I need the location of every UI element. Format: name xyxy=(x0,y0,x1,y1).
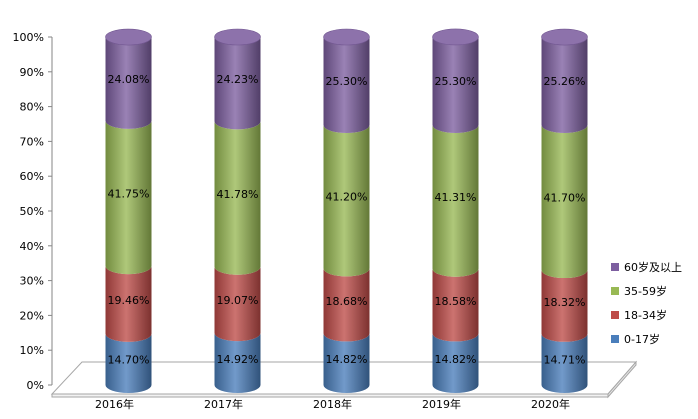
data-label: 14.71% xyxy=(544,353,586,366)
data-label: 18.58% xyxy=(435,295,477,308)
bar-top-cap xyxy=(323,28,370,46)
legend-label: 60岁及以上 xyxy=(624,260,682,274)
data-label: 41.31% xyxy=(435,191,477,204)
legend-label: 0-17岁 xyxy=(624,332,660,346)
bar-segment xyxy=(432,333,479,393)
y-tick-label: 40% xyxy=(20,240,44,253)
legend-swatch xyxy=(611,335,619,343)
bar-top-cap xyxy=(105,28,152,46)
y-tick-label: 90% xyxy=(20,66,44,79)
data-label: 24.08% xyxy=(108,73,150,86)
data-label: 14.92% xyxy=(217,353,259,366)
bar-segment xyxy=(105,266,152,342)
bar-segment xyxy=(105,28,152,129)
y-tick-label: 20% xyxy=(20,309,44,322)
data-label: 41.78% xyxy=(217,188,259,201)
bar-segment xyxy=(214,121,261,275)
data-label: 19.46% xyxy=(108,294,150,307)
data-label: 14.70% xyxy=(108,353,150,366)
y-tick-label: 80% xyxy=(20,101,44,114)
legend-swatch xyxy=(611,311,619,319)
data-label: 25.26% xyxy=(544,75,586,88)
x-tick-label: 2020年 xyxy=(531,397,570,411)
bar-segment xyxy=(432,268,479,342)
data-label: 18.32% xyxy=(544,296,586,309)
bar-top-cap xyxy=(432,28,479,46)
data-label: 25.30% xyxy=(326,75,368,88)
y-tick-label: 30% xyxy=(20,275,44,288)
data-label: 25.30% xyxy=(435,75,477,88)
x-tick-label: 2016年 xyxy=(95,397,134,411)
bar-top-cap xyxy=(214,28,261,46)
y-tick-label: 50% xyxy=(20,205,44,218)
x-tick-label: 2019年 xyxy=(422,397,461,411)
bar-segment xyxy=(214,266,261,342)
legend-swatch xyxy=(611,263,619,271)
legend-label: 35-59岁 xyxy=(624,284,667,298)
legend-label: 18-34岁 xyxy=(624,308,667,322)
data-label: 19.07% xyxy=(217,294,259,307)
legend-item: 60岁及以上 xyxy=(611,260,682,274)
y-tick-label: 10% xyxy=(20,344,44,357)
bar-segment xyxy=(214,28,261,130)
bar-top-cap xyxy=(541,28,588,46)
data-label: 24.23% xyxy=(217,73,259,86)
bar-segment xyxy=(541,28,588,133)
bar-segment xyxy=(214,333,261,393)
y-tick-label: 0% xyxy=(27,379,44,392)
legend-item: 0-17岁 xyxy=(611,332,660,346)
y-tick-label: 60% xyxy=(20,170,44,183)
bar-segment xyxy=(541,333,588,393)
legend-item: 35-59岁 xyxy=(611,284,667,298)
bar-segment xyxy=(541,270,588,342)
x-tick-label: 2018年 xyxy=(313,397,352,411)
data-label: 41.70% xyxy=(544,191,586,204)
bar-segment xyxy=(323,268,370,342)
y-tick-label: 100% xyxy=(13,31,44,44)
data-label: 14.82% xyxy=(435,353,477,366)
bar-segment xyxy=(105,333,152,393)
data-label: 14.82% xyxy=(326,353,368,366)
data-label: 18.68% xyxy=(326,295,368,308)
bar-segment xyxy=(432,125,479,277)
bar-segment xyxy=(105,120,152,275)
bar-segment xyxy=(541,124,588,279)
legend-item: 18-34岁 xyxy=(611,308,667,322)
bar-segment xyxy=(323,28,370,134)
data-label: 41.75% xyxy=(108,187,150,200)
bar-segment xyxy=(432,28,479,134)
x-tick-label: 2017年 xyxy=(204,397,243,411)
bar-segment xyxy=(323,333,370,393)
data-label: 41.20% xyxy=(326,191,368,204)
y-tick-label: 70% xyxy=(20,135,44,148)
legend-swatch xyxy=(611,287,619,295)
bar-segment xyxy=(323,125,370,277)
